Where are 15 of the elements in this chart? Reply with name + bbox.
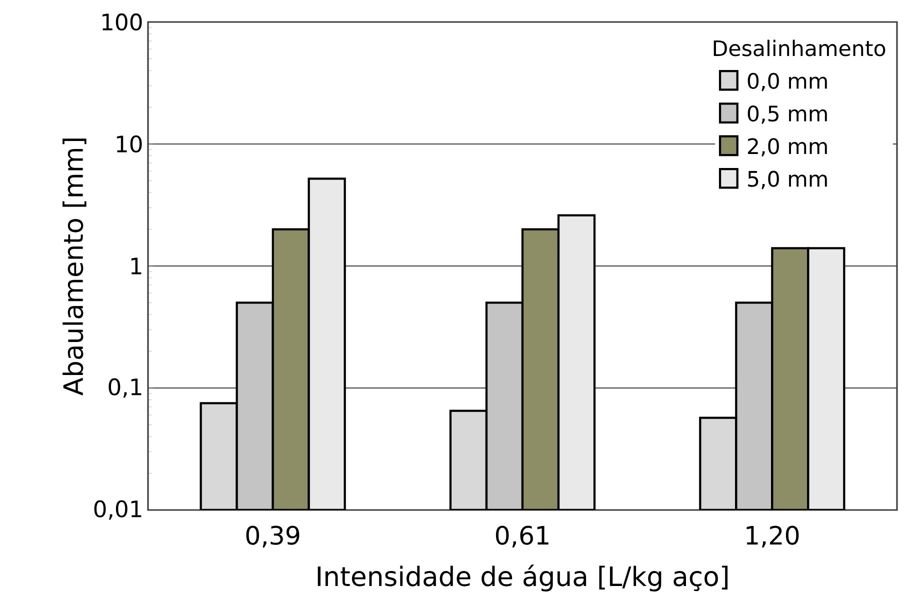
y-tick-label: 100 — [102, 13, 142, 31]
x-tick-label: 1,20 — [746, 526, 799, 548]
y-tick-label: 10 — [116, 135, 142, 153]
x-axis-title: Intensidade de água [L/kg aço] — [318, 564, 728, 592]
x-tick-label: 0,61 — [496, 526, 548, 548]
legend-label: 0,5 mm — [748, 105, 827, 124]
y-tick-label: 0,1 — [108, 378, 142, 398]
y-axis-title: Abaulamento [mm] — [62, 138, 86, 396]
legend-label: 5,0 mm — [748, 170, 827, 190]
legend-title: Desalinhamento — [714, 40, 886, 56]
y-tick-label: 0,01 — [94, 500, 142, 520]
legend-label: 0,0 mm — [748, 72, 827, 92]
x-tick-label: 0,39 — [246, 526, 300, 548]
y-tick-label: 1 — [131, 258, 142, 274]
legend-label: 2,0 mm — [748, 138, 827, 156]
